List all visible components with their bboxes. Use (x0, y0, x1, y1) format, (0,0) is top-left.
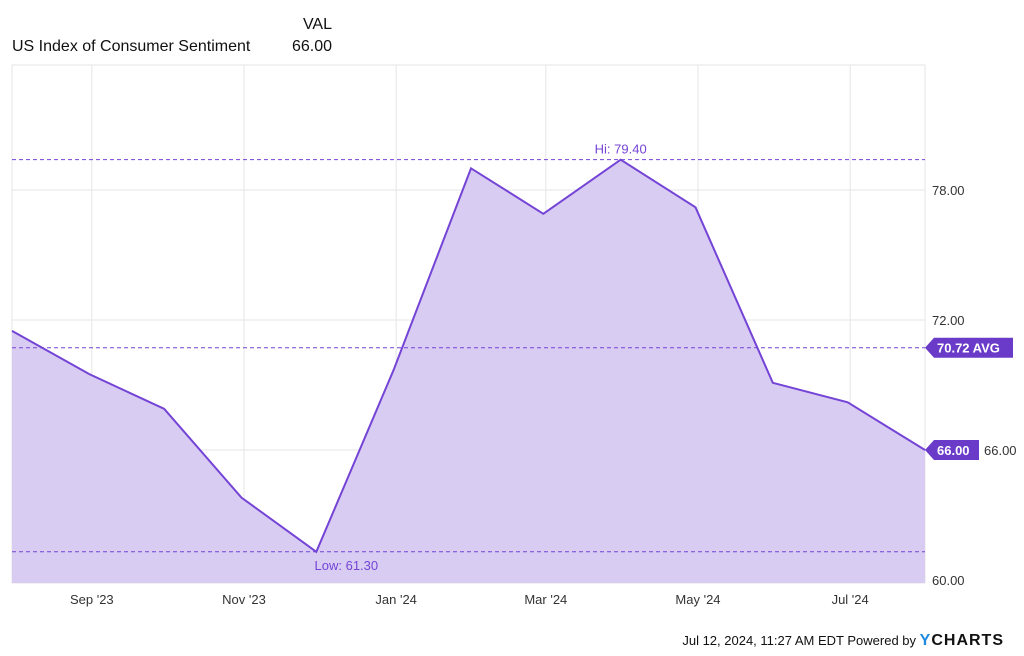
timestamp: Jul 12, 2024, 11:27 AM EDT (682, 633, 844, 648)
x-tick-label: Sep '23 (70, 592, 114, 607)
series-area (12, 159, 925, 583)
legend-series-value: 66.00 (291, 38, 332, 55)
legend-header: VAL (302, 16, 332, 33)
x-tick-label: Nov '23 (222, 592, 266, 607)
last-value-tag (925, 439, 979, 460)
y-tick-label: 60.00 (932, 573, 965, 588)
footer: Jul 12, 2024, 11:27 AM EDT Powered by YC… (682, 632, 1004, 650)
average-tag-label: 70.72 AVG (937, 341, 1000, 356)
x-tick-label: May '24 (675, 592, 720, 607)
x-tick-label: Mar '24 (524, 592, 567, 607)
high-label: Hi: 79.40 (595, 142, 647, 157)
x-tick-label: Jan '24 (375, 592, 417, 607)
y-tick-label: 78.00 (932, 183, 965, 198)
y-tick-label: 72.00 (932, 313, 965, 328)
ycharts-logo[interactable]: YCHARTS (919, 632, 1004, 649)
y-tick-label: 66.00 (984, 443, 1017, 458)
x-tick-label: Jul '24 (832, 592, 869, 607)
last-value-tag-label: 66.00 (937, 443, 970, 458)
powered-by: Powered by (847, 633, 917, 648)
low-label: Low: 61.30 (315, 558, 379, 573)
average-tag (925, 337, 1013, 358)
legend-series-name[interactable]: US Index of Consumer Sentiment (12, 38, 251, 55)
